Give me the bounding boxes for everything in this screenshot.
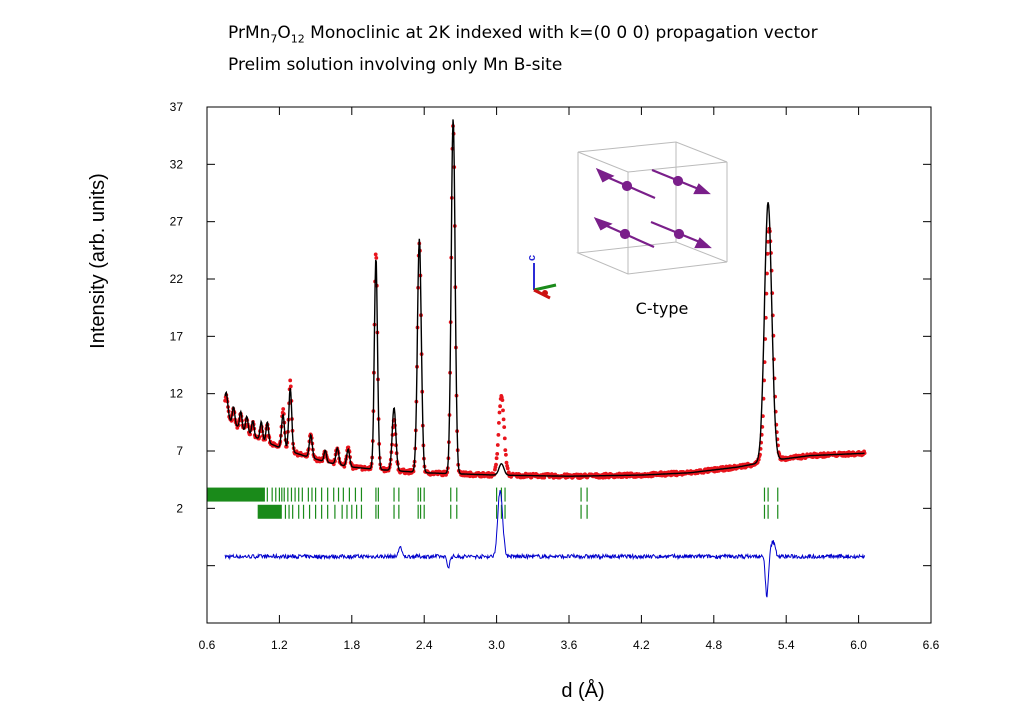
x-tick-label: 6.0: [850, 638, 867, 652]
observed-point: [281, 407, 286, 411]
spin-arrow-icon: [651, 168, 711, 195]
observed-point: [248, 432, 253, 437]
observed-point: [505, 466, 510, 471]
axis-triad-icon: c: [526, 255, 557, 300]
observed-point: [501, 408, 505, 413]
observed-point: [373, 252, 378, 257]
chart-title: PrMn7O12 Monoclinic at 2K indexed with k…: [228, 20, 818, 79]
observed-point: [346, 445, 351, 450]
observed-point: [496, 433, 501, 437]
observed-point: [502, 436, 507, 441]
x-axis-label: d (Å): [561, 679, 604, 702]
magnetic-structure-inset: c C-type: [526, 141, 728, 318]
observed-point: [494, 462, 498, 467]
observed-point: [494, 456, 499, 461]
x-tick-label: 1.2: [271, 638, 288, 652]
spin-arrow-icon: [593, 217, 655, 249]
y-tick-label: 27: [170, 215, 184, 229]
axis-c-label: c: [526, 255, 538, 261]
observed-point: [501, 417, 506, 422]
observed-point: [504, 460, 509, 465]
y-tick-label: 12: [170, 387, 184, 401]
observed-point: [764, 291, 769, 296]
observed-point: [542, 475, 547, 480]
x-tick-label: 0.6: [199, 638, 216, 652]
x-tick-label: 1.8: [343, 638, 360, 652]
spin-arrow-icon: [595, 167, 656, 200]
plot-frame: [206, 106, 932, 624]
observed-point: [503, 448, 508, 452]
observed-point: [765, 271, 769, 276]
observed-point: [504, 452, 508, 457]
observed-point: [498, 404, 502, 409]
reflection-row-1-band: [207, 487, 265, 502]
reflection-tick-marks: [207, 487, 779, 519]
observed-point: [374, 256, 379, 260]
x-tick-label: 5.4: [778, 638, 795, 652]
observed-point: [500, 398, 505, 402]
observed-point: [495, 452, 500, 456]
observed-point: [502, 425, 507, 429]
title-line-2: Prelim solution involving only Mn B-site: [228, 55, 563, 76]
unit-cell-box: [576, 141, 728, 275]
y-axis-label: Intensity (arb. units): [87, 173, 109, 349]
observed-point: [497, 410, 502, 415]
spin-arrow-icon: [650, 220, 712, 249]
difference-line: [224, 489, 866, 598]
inset-label: C-type: [636, 299, 689, 318]
x-tick-label: 4.2: [633, 638, 650, 652]
observed-point: [765, 251, 770, 256]
reflection-row-2-band: [257, 504, 282, 519]
y-tick-label: 32: [170, 157, 184, 171]
x-tick-label: 2.4: [416, 638, 433, 652]
x-tick-label: 3.0: [488, 638, 505, 652]
y-tick-label: 7: [176, 444, 183, 458]
plot-lines: [223, 119, 867, 598]
observed-point: [497, 421, 501, 425]
y-tick-label: 37: [170, 100, 184, 114]
x-tick-label: 6.6: [923, 638, 940, 652]
spin-arrows: [593, 167, 712, 249]
y-tick-label: 17: [170, 329, 184, 343]
observed-point: [288, 384, 293, 389]
calculated-line: [224, 119, 865, 477]
observed-point: [495, 443, 500, 447]
observed-point: [288, 378, 293, 383]
x-tick-label: 4.8: [705, 638, 722, 652]
y-tick-label: 22: [170, 272, 184, 286]
axes: 0.6 1.2 1.8 2.4 3.0 3.6 4.2 4.8 5.4 6.0 6.62712172…: [170, 100, 940, 652]
title-line-1: PrMn7O12 Monoclinic at 2K indexed with k…: [228, 23, 818, 46]
observed-series: [223, 124, 867, 480]
x-tick-label: 3.6: [561, 638, 578, 652]
y-tick-label: 2: [176, 501, 183, 515]
